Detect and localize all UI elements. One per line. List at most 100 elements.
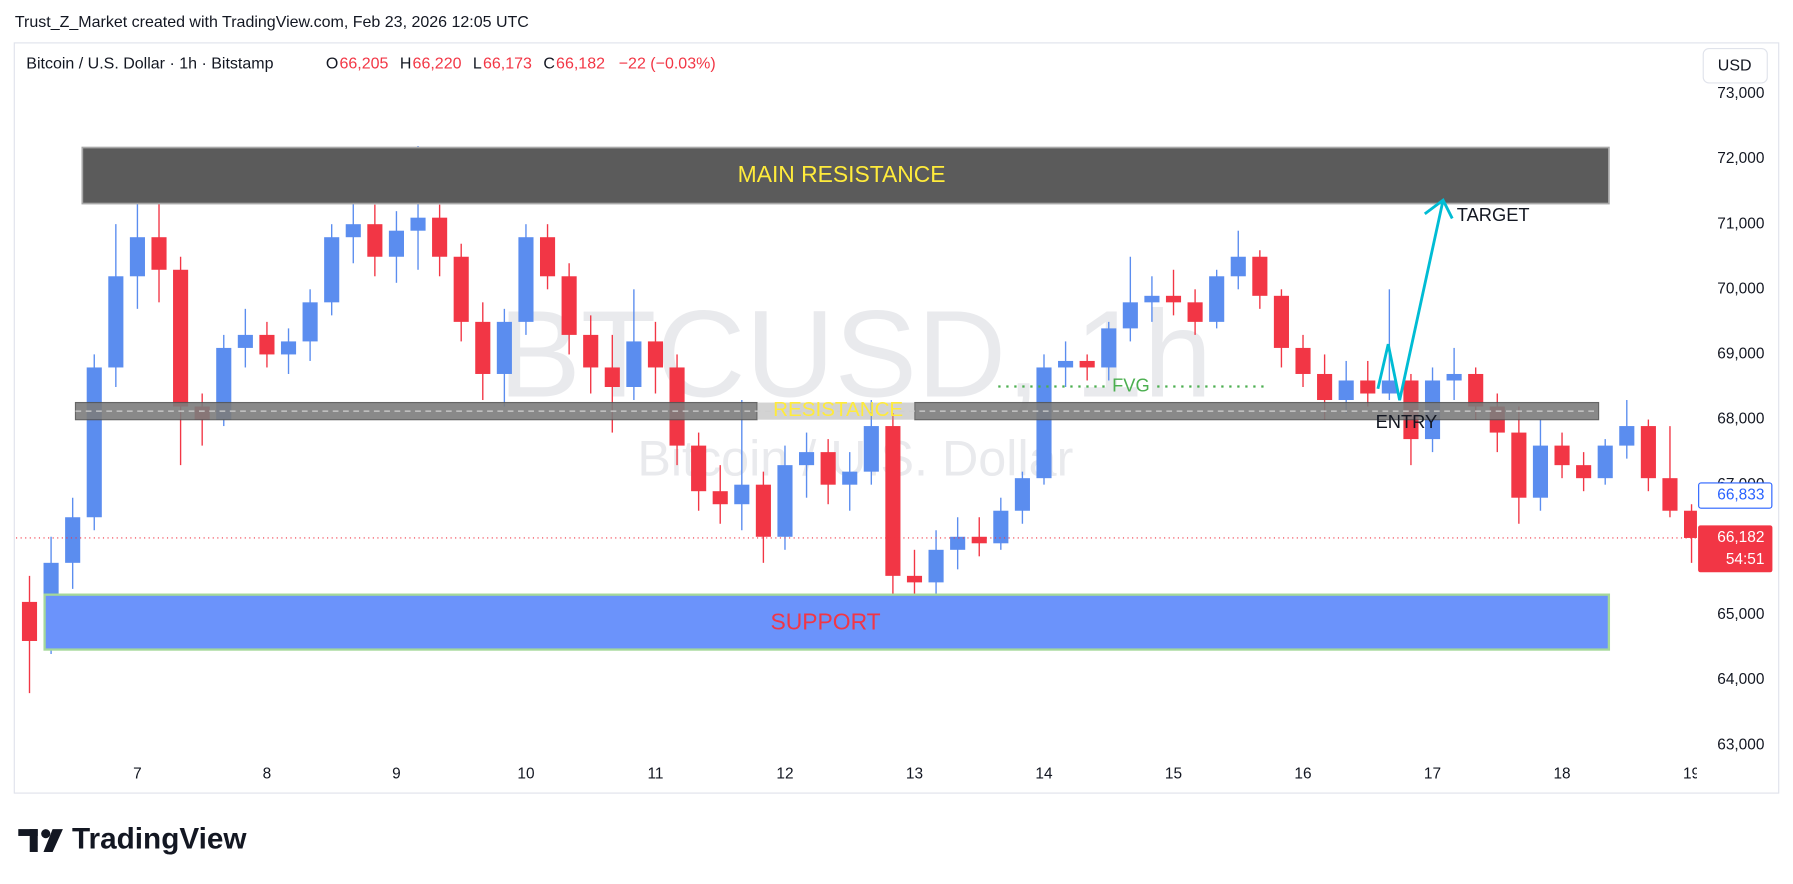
candle-body [1576,465,1592,479]
candle-body [302,302,318,342]
x-tick-label: 16 [1294,765,1311,782]
currency-button[interactable] [1702,48,1768,84]
logo-text: TradingView [72,822,247,855]
candle-body [1122,302,1138,329]
logo-mark [43,829,63,852]
legend-bg [16,48,748,81]
candle-body [1295,347,1311,374]
candle-body [863,426,879,472]
candle-body [1468,373,1484,407]
candle-body [885,426,901,576]
logo-mark [18,829,38,836]
candle-body [1230,256,1246,277]
y-tick-label: 73,000 [1717,85,1764,102]
candle-body [1532,445,1549,498]
candle-body [86,367,102,518]
candle-body [1187,302,1203,322]
candle-body [367,224,383,257]
target-arrowhead [1423,197,1454,220]
ohlc-key: L [473,55,482,72]
candles [21,146,1697,694]
candle-body [1640,426,1656,479]
y-tick-label: 68,000 [1717,411,1764,428]
x-tick-label: 19 [1683,765,1700,782]
y-tick-label: 72,000 [1717,150,1764,167]
countdown: 54:51 [1726,551,1765,568]
candle-body [1317,373,1333,401]
candle-body [496,321,512,374]
candle-body [1036,367,1052,479]
ohlc-value: 66,220 [413,55,462,72]
candle-body [1209,276,1225,322]
candle-body [539,237,556,277]
candle-body [1619,426,1635,446]
y-tick-label: 63,000 [1717,736,1764,753]
candle-body [1511,432,1527,498]
candle-body [928,549,944,583]
candle-body [388,230,405,257]
target-label: TARGET [1457,204,1530,225]
candle-body [647,341,664,368]
main-resistance-zone [81,146,1610,205]
marked-price-label: 66,833 [1717,487,1764,504]
candle-body [410,217,426,231]
candle-body [129,237,145,277]
x-tick-label: 17 [1424,765,1441,782]
candle-body [1338,380,1354,401]
candle-body [561,276,577,335]
x-tick-label: 10 [517,765,534,782]
candle-body [626,341,642,387]
candle-body [518,237,534,322]
y-tick-label: 64,000 [1717,671,1764,688]
support-label: SUPPORT [771,608,881,634]
time-axis: 7 8 9 10 11 12 13 14 15 16 17 18 19 [133,765,1700,782]
price-axis: 63,00064,00065,00066,00067,00068,00069,0… [1717,85,1764,753]
y-tick-label: 70,000 [1717,280,1764,297]
candle-body [755,484,771,537]
candle-body [712,491,728,505]
candle-body [151,237,167,270]
marked-price-box [1698,482,1773,509]
ohlc-key: O [326,55,338,72]
watermark: BTCUSD, 1h [498,285,1212,423]
candle-body [1360,380,1376,394]
candle-body [21,601,38,641]
symbol-title: Bitcoin / U.S. Dollar · 1h · Bitstamp [26,55,273,72]
ohlc-key: H [400,55,412,72]
candle-body [1597,445,1613,479]
ohlc-value: 66,205 [339,55,388,72]
candle-body [1273,295,1289,348]
y-tick-label: 65,000 [1717,606,1764,623]
candle-body [777,465,793,537]
candle-body [799,452,815,466]
currency[interactable]: USD [1718,58,1752,75]
resistance-label-bg [756,402,915,420]
last-price-label: 66,182 [1717,529,1764,546]
x-tick-label: 9 [392,765,401,782]
candle-body [1683,510,1697,538]
candle-body [453,256,469,322]
x-tick-label: 15 [1165,765,1182,782]
main-resistance-label: MAIN RESISTANCE [738,161,946,187]
candle-body [108,276,124,368]
candle-body [1014,478,1030,511]
candle-body [993,510,1009,544]
candle-body [280,341,297,355]
x-tick-label: 8 [263,765,272,782]
candle-body [604,367,620,387]
target-path [1376,199,1445,401]
candle-body [1165,295,1182,303]
candle-body [842,471,858,485]
candle-body [1662,478,1678,511]
entry-label: ENTRY [1376,411,1438,432]
candle-body [475,321,491,374]
logo-mark [29,829,38,852]
candle-body [65,517,81,563]
candle-body [1554,445,1570,466]
logo: TradingView [18,822,247,855]
y-tick-label: 69,000 [1717,346,1764,363]
resistance-label: RESISTANCE [773,398,903,421]
candle-body [1446,373,1462,381]
ohlc-key: C [543,55,555,72]
